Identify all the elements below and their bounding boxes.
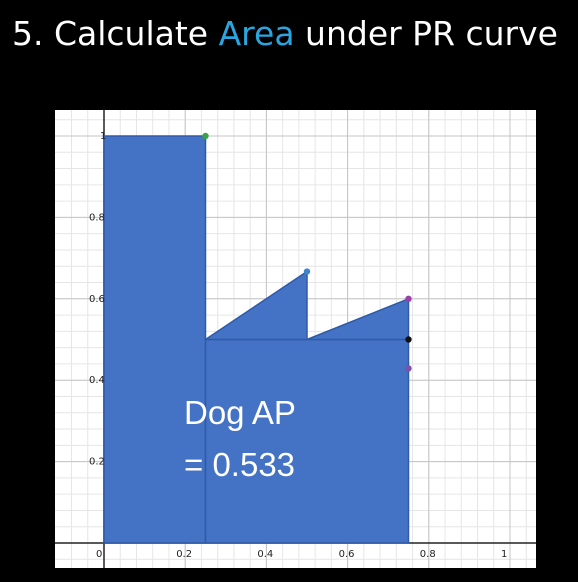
- x-tick-label: 0.6: [339, 549, 355, 560]
- x-tick-label: 1: [501, 549, 507, 560]
- y-tick-label: 0.6: [89, 294, 105, 305]
- title-accent-word: Area: [218, 14, 295, 53]
- curve-point-3: [405, 295, 412, 302]
- y-tick-label: 1: [100, 131, 106, 142]
- annotation-line2: = 0.533: [184, 446, 295, 483]
- curve-points: [202, 132, 412, 372]
- annotation-line1: Dog AP: [184, 394, 296, 431]
- slide-title: 5. Calculate Area under PR curve: [12, 14, 558, 53]
- title-part2: under PR curve: [294, 14, 558, 53]
- y-tick-label: 0.4: [89, 375, 105, 386]
- x-tick-label: 0.2: [176, 549, 192, 560]
- x-tick-label: 0.4: [257, 549, 273, 560]
- y-tick-label: 0.8: [89, 212, 105, 223]
- curve-point-4: [405, 336, 412, 343]
- curve-point-2: [303, 268, 311, 275]
- area-region-rect-2: [204, 338, 410, 544]
- curve-point-1: [202, 132, 209, 140]
- area-regions: [103, 135, 410, 544]
- tick-labels: 0 0.2 0.4 0.6 0.8 1 0.2 0.4 0.6 0.8 1: [89, 131, 507, 560]
- x-tick-label: 0.8: [420, 549, 436, 560]
- y-tick-label: 0.2: [89, 457, 105, 468]
- pr-curve-chart: 0 0.2 0.4 0.6 0.8 1 0.2 0.4 0.6 0.8 1 Dog AP = 0.53…: [55, 110, 536, 568]
- area-region-triangle-1: [204, 270, 308, 341]
- area-region-triangle-2: [306, 298, 410, 341]
- curve-point-5: [405, 365, 412, 372]
- title-part1: 5. Calculate: [12, 14, 219, 53]
- pr-curve-svg: 0 0.2 0.4 0.6 0.8 1 0.2 0.4 0.6 0.8 1 Dog AP = 0.53…: [55, 110, 536, 568]
- x-tick-label: 0: [96, 549, 102, 560]
